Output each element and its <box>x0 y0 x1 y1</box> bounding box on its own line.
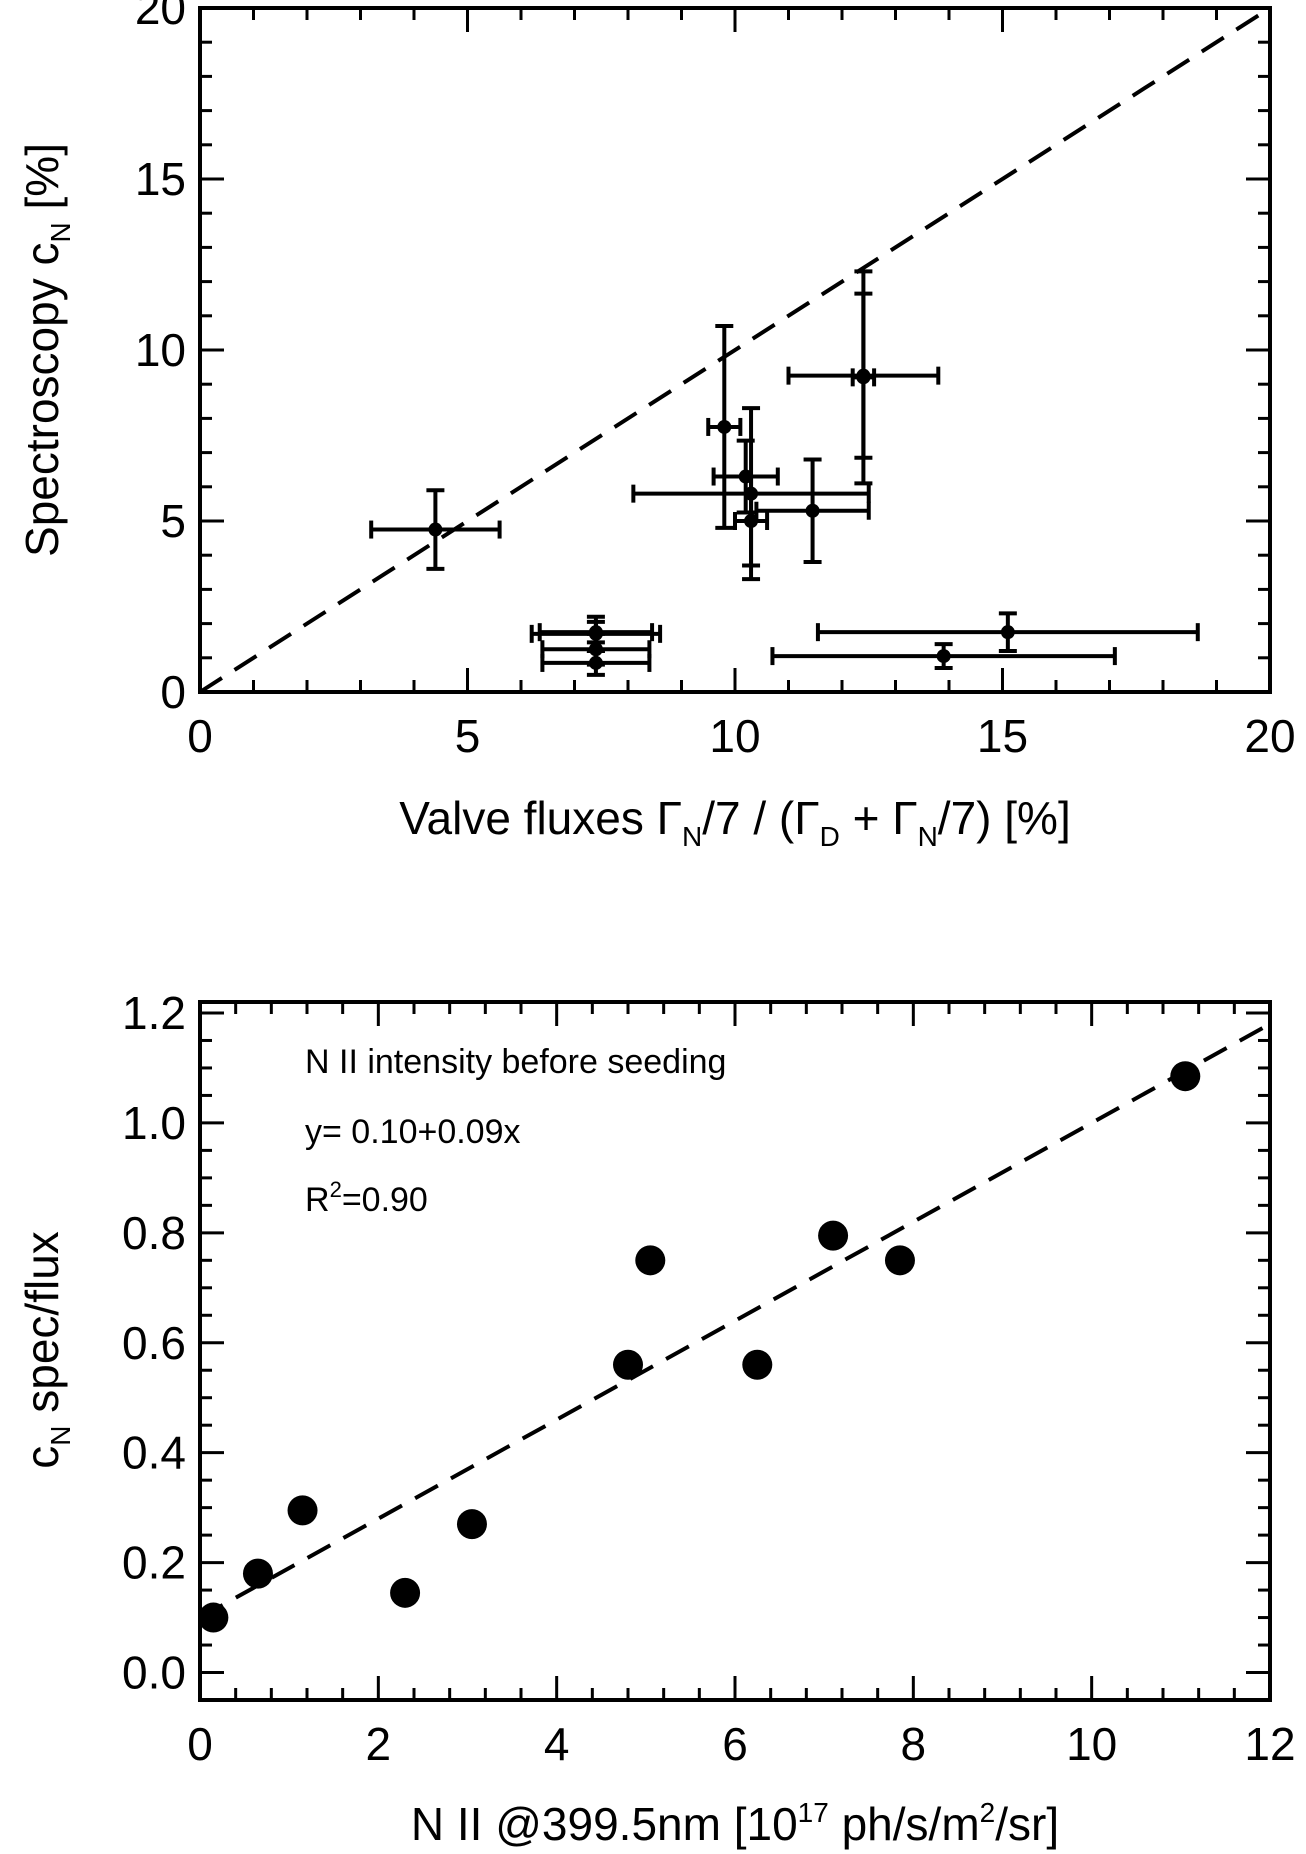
data-point <box>805 503 820 518</box>
bottom-y-tick-label: 0.4 <box>122 1427 186 1479</box>
top-y-tick-label: 20 <box>135 0 186 34</box>
error-bar-point <box>850 269 877 486</box>
bottom-x-tick-label: 12 <box>1244 1718 1295 1770</box>
error-bar-point <box>540 648 652 677</box>
data-point <box>936 649 951 664</box>
bottom-y-tick-label: 0.8 <box>122 1207 186 1259</box>
top-tick-labels: 0 5 10 15 20 0 5 10 15 20 <box>135 0 1296 762</box>
bottom-data-points <box>198 1061 1201 1633</box>
bottom-y-tick-label: 1.2 <box>122 987 186 1039</box>
bottom-y-tick-label: 1.0 <box>122 1097 186 1149</box>
bottom-x-tick-label: 0 <box>187 1718 213 1770</box>
top-x-tick-label: 20 <box>1244 710 1295 762</box>
data-point <box>856 370 871 385</box>
data-point <box>1000 625 1015 640</box>
data-point <box>588 655 603 670</box>
data-point <box>198 1602 229 1633</box>
data-point <box>884 1245 915 1276</box>
top-data-points <box>369 269 1200 677</box>
data-point <box>242 1558 273 1589</box>
bottom-plot-frame <box>198 1000 1272 1702</box>
top-x-tick-label: 15 <box>977 710 1028 762</box>
data-point <box>818 1220 849 1251</box>
error-bar-point <box>369 488 502 571</box>
bottom-y-axis-title: cN spec/flux <box>16 1231 76 1469</box>
top-y-tick-label: 0 <box>160 666 186 718</box>
bottom-x-axis-title: N II @399.5nm [1017 ph/s/m2/sr] <box>411 1797 1059 1850</box>
bottom-x-tick-label: 4 <box>544 1718 570 1770</box>
data-point <box>287 1495 318 1526</box>
bottom-x-tick-label: 10 <box>1066 1718 1117 1770</box>
top-y-tick-label: 10 <box>135 324 186 376</box>
data-point <box>613 1349 643 1380</box>
annotation-equation: y= 0.10+0.09x <box>305 1113 521 1151</box>
top-chart: 0 5 10 15 20 0 5 10 15 20 Valve fluxes ΓN/7 / (ΓD… <box>16 0 1296 852</box>
top-y-axis-title: Spectroscopy cN [%] <box>16 143 76 557</box>
top-y-tick-label: 5 <box>160 495 186 547</box>
top-x-axis-title: Valve fluxes ΓN/7 / (ΓD + ΓN/7) [%] <box>399 792 1070 852</box>
data-point <box>717 419 732 434</box>
error-bar-point <box>706 324 743 530</box>
bottom-x-tick-label: 6 <box>722 1718 748 1770</box>
data-point <box>635 1245 666 1276</box>
error-bar-point <box>815 611 1200 653</box>
bottom-y-tick-label: 0.0 <box>122 1647 186 1699</box>
error-bar-point <box>754 457 871 565</box>
data-point <box>390 1577 421 1608</box>
top-reference-line <box>198 6 1272 694</box>
error-bar-point <box>733 474 770 568</box>
data-point <box>1170 1061 1201 1092</box>
bottom-chart: 0 2 4 6 8 10 12 0.0 0.2 0.4 0.6 0.8 1.0 1.2 N II inte… <box>16 987 1296 1850</box>
bottom-x-tick-label: 2 <box>366 1718 392 1770</box>
bottom-y-tick-label: 0.2 <box>122 1537 186 1589</box>
error-bar-point <box>770 642 1117 671</box>
top-plot-frame <box>198 6 1272 694</box>
data-point <box>456 1509 487 1540</box>
annotation-r-squared: R2=0.90 <box>305 1177 428 1219</box>
data-point <box>428 522 443 537</box>
bottom-tick-labels: 0 2 4 6 8 10 12 0.0 0.2 0.4 0.6 0.8 1.0 1.2 <box>122 987 1296 1770</box>
top-x-tick-label: 0 <box>187 710 213 762</box>
top-x-tick-label: 5 <box>455 710 481 762</box>
annotation-title: N II intensity before seeding <box>305 1043 726 1081</box>
bottom-y-tick-label: 0.6 <box>122 1317 186 1369</box>
bottom-x-tick-label: 8 <box>901 1718 927 1770</box>
top-y-tick-label: 15 <box>135 153 186 205</box>
top-x-tick-label: 10 <box>709 710 760 762</box>
bottom-ticks <box>198 1002 1272 1700</box>
data-point <box>742 1349 773 1380</box>
